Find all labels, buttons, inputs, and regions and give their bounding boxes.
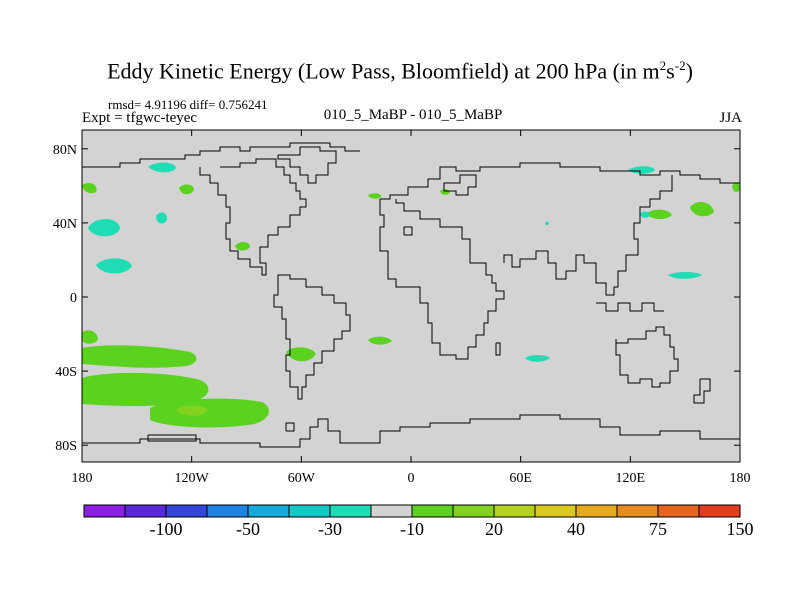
anomaly-blob: [525, 355, 550, 362]
experiment-label: Expt = tfgwc-teyec: [82, 110, 198, 126]
anomaly-blob: [96, 258, 132, 274]
anomaly-blob: [646, 209, 672, 220]
anomaly-blob: [82, 182, 97, 194]
colorbar-label: -30: [318, 519, 342, 539]
colorbar-swatch: [493, 504, 536, 518]
colorbar-swatch: [616, 504, 659, 518]
north-america-coast: [199, 158, 307, 276]
colorbar-label: 20: [485, 519, 503, 539]
lon-tick-label: 60E: [509, 471, 532, 486]
colorbar-swatch: [165, 504, 208, 518]
colorbar-label: 75: [649, 519, 667, 539]
anomaly-blob: [156, 212, 168, 224]
europe-africa-coast: [379, 199, 505, 360]
lon-tick-label: 120E: [616, 471, 646, 486]
south-america-coast: [273, 274, 351, 400]
colorbar-label: 40: [567, 519, 585, 539]
lat-tick-label: 80N: [53, 143, 77, 158]
anomaly-blob: [628, 166, 655, 174]
colorbar-label: 150: [727, 519, 754, 539]
colorbar-label: -50: [236, 519, 260, 539]
antarctic-peninsula-coast: [285, 422, 295, 432]
colorbar-swatch: [534, 504, 577, 518]
anomaly-blob: [148, 162, 176, 173]
anomaly-blob: [235, 241, 250, 251]
eurasia-coast: [380, 162, 740, 200]
colorbar-swatch: [83, 504, 126, 518]
madagascar-coast: [495, 342, 501, 356]
colorbar-swatch: [370, 504, 413, 518]
plot-title: Eddy Kinetic Energy (Low Pass, Bloomfiel…: [107, 58, 693, 84]
colorbar-label: -10: [400, 519, 424, 539]
greenland-coast: [277, 146, 337, 184]
anomaly-blob: [732, 182, 740, 193]
colorbar-swatch: [247, 504, 290, 518]
colorbar-swatch: [411, 504, 454, 518]
colorbar: -100 -50 -30 -10 20 40 75 150: [83, 504, 754, 539]
lat-tick-label: 40S: [55, 365, 77, 380]
uk-coast: [403, 226, 413, 236]
colorbar-swatch: [124, 504, 167, 518]
lat-tick-label: 80S: [55, 439, 77, 454]
lon-tick-label: 0: [408, 471, 415, 486]
ross-shelf-coast: [147, 434, 197, 442]
colorbar-swatch: [657, 504, 700, 518]
coastlines: [81, 142, 740, 448]
colorbar-swatch: [698, 504, 741, 518]
lat-tick-label: 40N: [53, 217, 77, 232]
indonesia-coast: [596, 302, 664, 312]
anomaly-blob: [286, 347, 316, 362]
anomaly-blob: [368, 336, 392, 345]
new-zealand-coast: [693, 378, 711, 404]
lon-tick-label: 180: [72, 471, 93, 486]
anomaly-blob: [82, 330, 98, 344]
anomaly-blob: [150, 398, 269, 428]
anomaly-blob: [690, 201, 714, 217]
anomaly-blob: [88, 219, 120, 237]
arctic-coast: [81, 142, 360, 168]
longitude-axis: 180 120W 60W 0 60E 120E 180: [72, 130, 751, 486]
colorbar-swatch: [206, 504, 249, 518]
colorbar-swatch: [575, 504, 618, 518]
season-label: JJA: [719, 110, 742, 126]
colorbar-swatch: [288, 504, 331, 518]
scandinavia-coast: [443, 174, 477, 196]
lon-tick-label: 60W: [288, 471, 316, 486]
lon-tick-label: 180: [730, 471, 751, 486]
asia-south-coast: [503, 175, 673, 296]
lat-tick-label: 0: [70, 291, 77, 306]
anomaly-blob: [668, 272, 702, 279]
anomaly-blob: [179, 184, 194, 195]
colorbar-swatch: [329, 504, 372, 518]
latitude-axis: 80N 40N 0 40S 80S: [53, 143, 740, 454]
anomaly-blob: [176, 405, 208, 416]
lon-tick-label: 120W: [175, 471, 210, 486]
colorbar-label: -100: [150, 519, 183, 539]
antarctica-coast: [82, 414, 740, 448]
anomaly-blob: [640, 211, 650, 218]
anomaly-blob: [82, 345, 197, 368]
anomaly-blob: [545, 221, 549, 226]
colorbar-swatch: [452, 504, 495, 518]
anomaly-blob: [82, 372, 209, 406]
anomaly-fields: [82, 162, 740, 428]
anomaly-blob: [368, 193, 382, 199]
stats-label: rmsd= 4.91196 diff= 0.756241: [108, 97, 268, 112]
australia-coast: [615, 326, 679, 388]
comparison-label: 010_5_MaBP - 010_5_MaBP: [323, 107, 503, 123]
